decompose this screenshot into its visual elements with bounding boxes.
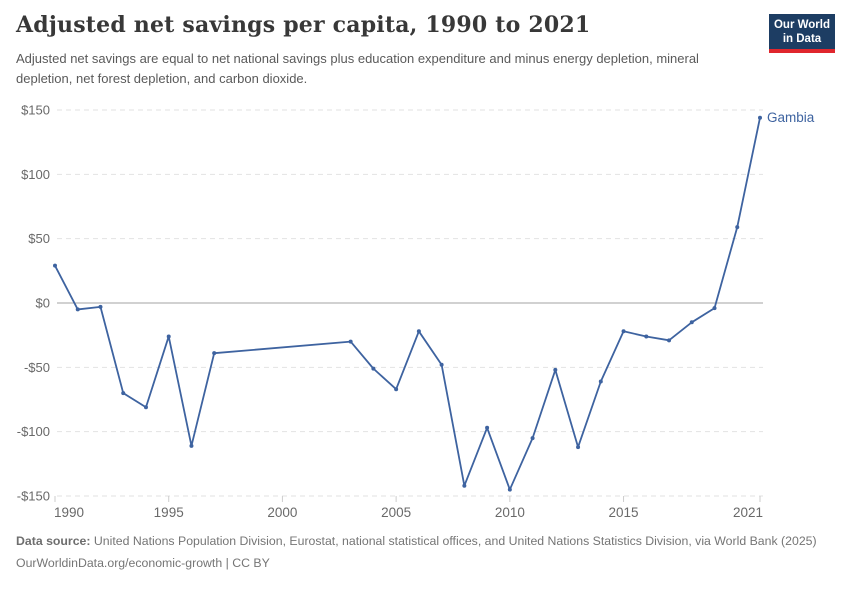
data-point[interactable]	[621, 329, 626, 334]
y-axis-label: -$100	[17, 424, 50, 439]
data-point[interactable]	[212, 351, 217, 356]
data-point[interactable]	[143, 405, 148, 410]
license-line: OurWorldinData.org/economic-growth | CC …	[16, 555, 834, 572]
data-point[interactable]	[53, 263, 57, 268]
y-axis-label: $100	[21, 167, 50, 182]
data-point[interactable]	[485, 425, 490, 430]
data-point[interactable]	[530, 436, 535, 441]
data-point[interactable]	[462, 483, 467, 488]
data-point[interactable]	[371, 366, 376, 371]
page-title: Adjusted net savings per capita, 1990 to…	[16, 12, 591, 38]
y-axis-label: -$150	[17, 489, 50, 504]
data-point[interactable]	[507, 487, 512, 492]
data-point[interactable]	[689, 320, 694, 325]
data-point[interactable]	[667, 338, 672, 343]
x-axis-label: 2015	[609, 505, 639, 520]
data-point[interactable]	[166, 334, 171, 339]
x-axis-label: 1990	[54, 505, 84, 520]
y-axis-label: $50	[28, 231, 50, 246]
data-point[interactable]	[553, 367, 558, 372]
chart-subtitle: Adjusted net savings are equal to net na…	[16, 51, 699, 86]
data-source-line: Data source: United Nations Population D…	[16, 533, 834, 550]
data-source-text: United Nations Population Division, Euro…	[90, 534, 817, 548]
data-point[interactable]	[394, 387, 399, 392]
data-point[interactable]	[598, 379, 603, 384]
x-axis-label: 2021	[733, 505, 763, 520]
data-line-gambia[interactable]	[54, 116, 761, 491]
data-point[interactable]	[735, 225, 740, 230]
data-point[interactable]	[576, 445, 581, 450]
owid-logo-line1: Our World	[773, 19, 830, 31]
y-axis-label: $0	[36, 296, 50, 311]
y-axis-label: -$50	[24, 360, 50, 375]
data-point[interactable]	[758, 115, 762, 120]
data-point[interactable]	[121, 391, 126, 396]
data-point[interactable]	[98, 304, 103, 309]
x-axis-label: 2010	[495, 505, 525, 520]
series-label[interactable]: Gambia	[767, 110, 815, 125]
owid-url-link[interactable]: OurWorldinData.org/economic-growth | CC …	[16, 555, 270, 570]
chart-footer: Data source: United Nations Population D…	[16, 533, 834, 572]
data-source-label: Data source:	[16, 534, 91, 548]
x-axis-label: 2005	[381, 505, 411, 520]
data-point[interactable]	[75, 307, 80, 312]
data-point[interactable]	[348, 339, 353, 344]
data-point[interactable]	[189, 443, 194, 448]
data-point[interactable]	[416, 329, 421, 334]
data-point[interactable]	[712, 306, 717, 311]
line-chart[interactable]: $150 $100 $50 $0 -$50 -$100 -$150 1990 1995 2000 2…	[0, 96, 850, 526]
y-axis-label: $150	[21, 103, 50, 118]
x-axis-label: 1995	[154, 505, 184, 520]
data-point[interactable]	[644, 334, 649, 339]
owid-logo: Our World in Data	[769, 14, 835, 53]
data-point[interactable]	[439, 362, 444, 367]
owid-logo-line2: in Data	[782, 33, 822, 45]
x-axis-label: 2000	[267, 505, 297, 520]
chart-header: Adjusted net savings per capita, 1990 to…	[16, 12, 731, 88]
